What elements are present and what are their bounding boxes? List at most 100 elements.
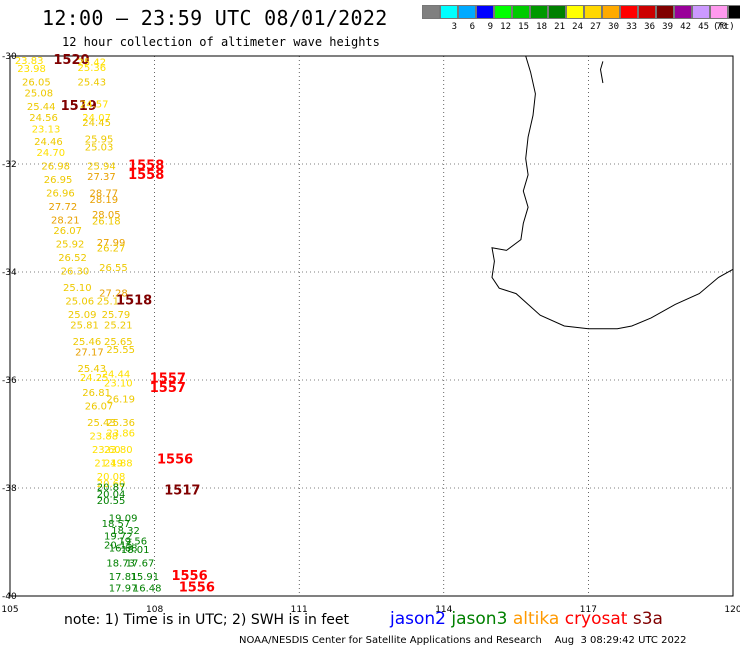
- wave-height-label: 23.13: [32, 125, 61, 136]
- wave-height-label: 20.55: [97, 496, 126, 507]
- wave-height-label: 20.87: [97, 483, 126, 494]
- wave-height-label: 25.95: [85, 134, 114, 145]
- colorbar-label: 45: [698, 22, 709, 32]
- colorbar-swatch: [494, 5, 512, 19]
- satellite-legend: jason2 jason3 altika cryosat s3a: [390, 609, 663, 629]
- wave-height-label: 24.44: [102, 369, 131, 380]
- wave-height-label: 25.94: [87, 161, 116, 172]
- wave-height-label: 23.10: [104, 378, 133, 389]
- pass-time-label: 1556: [157, 453, 193, 468]
- wave-height-label: 25.44: [27, 102, 56, 113]
- colorbar-swatch: [674, 5, 692, 19]
- wave-height-label: 25.55: [106, 345, 135, 356]
- wave-height-label: 26.19: [106, 395, 135, 406]
- wave-height-label: 25.46: [73, 337, 102, 348]
- wave-height-label: 26.27: [97, 243, 126, 254]
- colorbar-swatch: [548, 5, 566, 19]
- pass-time-label: 1517: [164, 483, 200, 498]
- colorbar-swatch: [710, 5, 728, 19]
- wave-height-label: 25.1: [97, 296, 119, 307]
- wave-height-label: 25.06: [65, 296, 94, 307]
- wave-height-label: 23.98: [17, 64, 46, 75]
- legend-item-altika: altika: [512, 609, 565, 629]
- wave-height-label: 24.45: [82, 118, 111, 129]
- wave-height-label: 18.57: [102, 519, 131, 530]
- wave-height-label: 25.65: [104, 337, 133, 348]
- colorbar-label: 21: [554, 22, 565, 32]
- wave-height-label: 27.28: [99, 288, 128, 299]
- colorbar-swatch: [584, 5, 602, 19]
- wave-height-label: 25.43: [77, 364, 106, 375]
- colorbar-labels: 3 6 9 12 15 18 21 24 27 30 33 36 39 42 45 70: [422, 22, 740, 32]
- wave-height-label: 25.92: [56, 240, 85, 251]
- lat-tick-label: -38: [2, 484, 17, 494]
- colorbar-label: 27: [590, 22, 601, 32]
- wave-height-label: 28.05: [92, 210, 121, 221]
- colorbar-label: 30: [608, 22, 619, 32]
- colorbar-swatch: [692, 5, 710, 19]
- wave-height-label: 27.99: [97, 238, 126, 249]
- wave-height-colorbar: [422, 5, 740, 19]
- wave-height-label: 19.72: [104, 531, 133, 542]
- legend-item-jason3: jason3: [451, 609, 513, 629]
- wave-height-label: 25.21: [104, 321, 133, 332]
- wave-height-label: 19.09: [109, 513, 138, 524]
- wave-height-label: 17.97: [109, 584, 138, 595]
- colorbar-swatch: [422, 5, 440, 19]
- wave-height-label: 25.10: [63, 283, 92, 294]
- wave-height-label: 20.15: [104, 540, 133, 551]
- legend-item-s3a: s3a: [632, 609, 663, 629]
- pass-time-label: 1558: [128, 168, 164, 183]
- wave-height-label: 23.88: [90, 431, 119, 442]
- wave-height-label: 20.60: [97, 479, 126, 490]
- wave-height-label: 25.79: [102, 310, 131, 321]
- wave-height-label: 20.04: [97, 490, 126, 501]
- wave-height-label: 25.09: [68, 310, 97, 321]
- colorbar-swatch: [728, 5, 740, 19]
- wave-height-label: 26.30: [61, 267, 90, 278]
- pass-time-label: 1556: [179, 581, 215, 596]
- note-text: note: 1) Time is in UTC; 2) SWH is in fe…: [64, 612, 350, 628]
- wave-height-label: 18.32: [111, 526, 140, 537]
- colorbar-label: 12: [500, 22, 511, 32]
- wave-height-label: 25.43: [77, 78, 106, 89]
- lon-tick-label: 108: [146, 605, 163, 615]
- coastline-australia: [491, 55, 734, 330]
- pass-time-label: 1518: [116, 293, 152, 308]
- lat-tick-label: -34: [2, 268, 17, 278]
- colorbar-swatch: [566, 5, 584, 19]
- wave-height-label: 21.88: [104, 458, 133, 469]
- lon-tick-label: 105: [1, 605, 18, 615]
- colorbar-label: 6: [469, 22, 475, 32]
- lat-tick-label: -32: [2, 160, 17, 170]
- wave-height-label: 28.77: [90, 188, 119, 199]
- wave-height-label: 15.91: [131, 572, 160, 583]
- wave-height-label: 27.17: [75, 348, 104, 359]
- wave-height-label: 24.70: [37, 148, 66, 159]
- colorbar-label: 3: [451, 22, 457, 32]
- wave-height-label: 26.18: [92, 216, 121, 227]
- lon-tick-label: 120: [724, 605, 740, 615]
- coastline-island: [599, 61, 604, 84]
- wave-height-label: 28.19: [90, 195, 119, 206]
- lon-tick-label: 114: [435, 605, 452, 615]
- lon-tick-label: 117: [580, 605, 597, 615]
- lat-tick-label: -36: [2, 376, 17, 386]
- wave-height-label: 17.67: [126, 558, 155, 569]
- colorbar-swatch: [512, 5, 530, 19]
- pass-time-label: 1520: [53, 53, 89, 68]
- wave-height-label: 26.95: [44, 175, 73, 186]
- wave-height-label: 16.68: [109, 544, 138, 555]
- colorbar-label: 70: [716, 22, 727, 32]
- wave-height-label: 25.36: [106, 418, 135, 429]
- colorbar-swatch: [458, 5, 476, 19]
- wave-height-label: 23.83: [15, 56, 44, 67]
- wave-height-label: 17.81: [109, 572, 138, 583]
- colorbar-swatch: [656, 5, 674, 19]
- wave-height-label: 26.05: [22, 78, 51, 89]
- wave-height-label: 26.07: [53, 226, 82, 237]
- colorbar-swatch: [602, 5, 620, 19]
- colorbar-swatch: [530, 5, 548, 19]
- wave-height-label: 26.07: [85, 402, 114, 413]
- pass-time-label: 1556: [171, 569, 207, 584]
